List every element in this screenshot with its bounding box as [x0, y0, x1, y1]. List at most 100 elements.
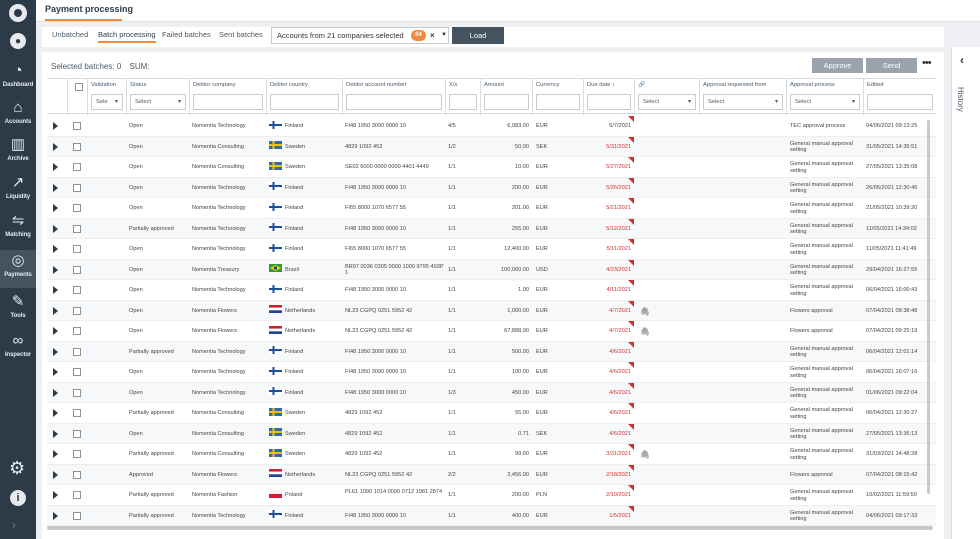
approve-button[interactable]: Approve — [812, 58, 863, 73]
expand-row-icon[interactable] — [53, 409, 58, 417]
edited-filter[interactable] — [867, 94, 933, 110]
table-row[interactable]: Open Nomentia Technology Finland FI48 1950 … — [47, 116, 936, 137]
country-filter[interactable] — [270, 94, 339, 110]
sidebar-item-payments[interactable]: ◎ Payments — [0, 250, 36, 288]
table-row[interactable]: Open Nomentia Technology Finland FI48 1950 … — [47, 382, 936, 403]
more-options-icon[interactable]: ••• — [922, 57, 932, 69]
row-checkbox[interactable] — [73, 204, 81, 212]
row-checkbox[interactable] — [73, 470, 81, 479]
vertical-scrollbar[interactable] — [927, 120, 930, 494]
clear-icon[interactable]: × — [430, 31, 435, 40]
history-panel[interactable]: ‹ History — [951, 47, 980, 539]
expand-row-icon[interactable] — [53, 450, 58, 458]
paperclip-icon[interactable]: 🖇 — [640, 306, 651, 316]
row-checkbox[interactable] — [73, 306, 81, 315]
info-icon[interactable]: i — [10, 490, 26, 506]
xx-filter[interactable] — [449, 94, 477, 110]
chevron-left-icon[interactable]: ‹ — [960, 53, 964, 67]
row-checkbox[interactable] — [73, 511, 81, 520]
approval-requested-filter[interactable]: Select — [703, 94, 783, 110]
sidebar-item-accounts[interactable]: ⌂ Accounts — [0, 97, 36, 135]
select-all-checkbox[interactable] — [75, 83, 83, 91]
tab-sent-batches[interactable]: Sent batches — [219, 30, 263, 39]
expand-row-icon[interactable] — [53, 163, 58, 171]
row-checkbox[interactable] — [73, 327, 81, 335]
table-row[interactable]: Partially approved Nomentia Fashion Poland… — [47, 485, 936, 506]
chevron-down-icon[interactable]: ▼ — [441, 32, 447, 38]
table-row[interactable]: Approved Nomentia Flowers Netherlands NL23 … — [47, 464, 936, 485]
due-date-filter[interactable] — [587, 94, 631, 110]
status-filter[interactable]: Select — [130, 94, 186, 110]
approval-process-filter[interactable]: Select — [790, 94, 860, 110]
account-filter[interactable] — [346, 94, 442, 110]
row-checkbox[interactable] — [73, 183, 81, 192]
horizontal-scrollbar[interactable] — [47, 526, 933, 530]
tab-failed-batches[interactable]: Failed batches — [162, 30, 211, 39]
currency-filter[interactable] — [536, 94, 580, 110]
table-row[interactable]: Partially approved Nomentia Technology Fin… — [47, 341, 936, 362]
validation-filter[interactable]: Sele — [91, 94, 123, 110]
table-row[interactable]: Open Nomentia Technology Finland FI65 8000 … — [47, 239, 936, 260]
logo-icon[interactable] — [9, 4, 27, 22]
row-checkbox[interactable] — [73, 163, 81, 171]
sidebar-item-archive[interactable]: ▥ Archive — [0, 134, 36, 172]
expand-row-icon[interactable] — [53, 224, 58, 233]
tab-unbatched[interactable]: Unbatched — [52, 30, 89, 39]
expand-row-icon[interactable] — [53, 183, 58, 192]
sidebar-item-tools[interactable]: ✎ Tools — [0, 291, 36, 329]
expand-row-icon[interactable] — [53, 142, 58, 151]
table-row[interactable]: Partially approved Nomentia Consulting Swe… — [47, 403, 936, 424]
user-avatar-icon[interactable]: ● — [10, 33, 26, 49]
table-row[interactable]: Partially approved Nomentia Consulting Swe… — [47, 444, 936, 465]
expand-row-icon[interactable] — [53, 511, 58, 520]
paperclip-icon[interactable]: 🖇 — [640, 450, 651, 459]
table-row[interactable]: Open Nomentia Consulting Sweden 4829 1092 4… — [47, 423, 936, 444]
expand-row-icon[interactable] — [53, 265, 58, 274]
table-row[interactable]: Open Nomentia Technology Finland FI48 1950 … — [47, 177, 936, 198]
expand-row-icon[interactable] — [53, 122, 58, 130]
expand-row-icon[interactable] — [53, 368, 58, 376]
expand-row-icon[interactable] — [53, 491, 58, 499]
send-button[interactable]: Send — [866, 58, 917, 73]
expand-row-icon[interactable] — [53, 429, 58, 438]
table-row[interactable]: Open Nomentia Consulting Sweden SE02 6000 0… — [47, 157, 936, 178]
table-row[interactable]: Partially approved Nomentia Technology Fin… — [47, 218, 936, 239]
table-row[interactable]: Open Nomentia Consulting Sweden 4829 1092 4… — [47, 136, 936, 157]
expand-row-icon[interactable] — [53, 204, 58, 212]
table-row[interactable]: Open Nomentia Technology Finland FI48 1950 … — [47, 280, 936, 301]
row-checkbox[interactable] — [73, 265, 81, 274]
sidebar-item-inspector[interactable]: ∞ Inspector — [0, 330, 36, 368]
sidebar-item-liquidity[interactable]: ↗ Liquidity — [0, 172, 36, 210]
row-checkbox[interactable] — [73, 347, 81, 356]
row-checkbox[interactable] — [73, 286, 81, 294]
account-selector[interactable]: Accounts from 21 companies selected 84 ×… — [271, 27, 449, 44]
table-row[interactable]: Open Nomentia Flowers Netherlands NL23 CGPQ… — [47, 300, 936, 321]
expand-sidebar-icon[interactable]: › — [12, 518, 16, 532]
table-row[interactable]: Open Nomentia Technology Finland FI65 8000 … — [47, 198, 936, 219]
attachment-filter[interactable]: Select — [638, 94, 696, 110]
table-row[interactable]: Open Nomentia Treasury Brazil BR97 0036 030… — [47, 259, 936, 280]
row-checkbox[interactable] — [73, 122, 81, 130]
expand-row-icon[interactable] — [53, 470, 58, 479]
gear-icon[interactable]: ⚙ — [9, 458, 26, 478]
expand-row-icon[interactable] — [53, 327, 58, 335]
row-checkbox[interactable] — [73, 429, 81, 438]
table-row[interactable]: Partially approved Nomentia Technology Fin… — [47, 505, 936, 526]
expand-row-icon[interactable] — [53, 306, 58, 315]
paperclip-icon[interactable]: 🖇 — [640, 327, 651, 336]
company-filter[interactable] — [193, 94, 263, 110]
row-checkbox[interactable] — [73, 245, 81, 253]
table-row[interactable]: Open Nomentia Flowers Netherlands NL23 CGPQ… — [47, 321, 936, 342]
row-checkbox[interactable] — [73, 368, 81, 376]
header-due-date[interactable]: Due date ↓ — [583, 79, 634, 115]
expand-row-icon[interactable] — [53, 388, 58, 397]
expand-row-icon[interactable] — [53, 347, 58, 356]
table-row[interactable]: Open Nomentia Technology Finland FI48 1950 … — [47, 362, 936, 383]
load-button[interactable]: Load — [452, 27, 504, 44]
row-checkbox[interactable] — [73, 450, 81, 458]
amount-filter[interactable] — [484, 94, 529, 110]
tab-batch-processing[interactable]: Batch processing — [98, 30, 156, 43]
row-checkbox[interactable] — [73, 409, 81, 417]
row-checkbox[interactable] — [73, 491, 81, 499]
row-checkbox[interactable] — [73, 224, 81, 233]
